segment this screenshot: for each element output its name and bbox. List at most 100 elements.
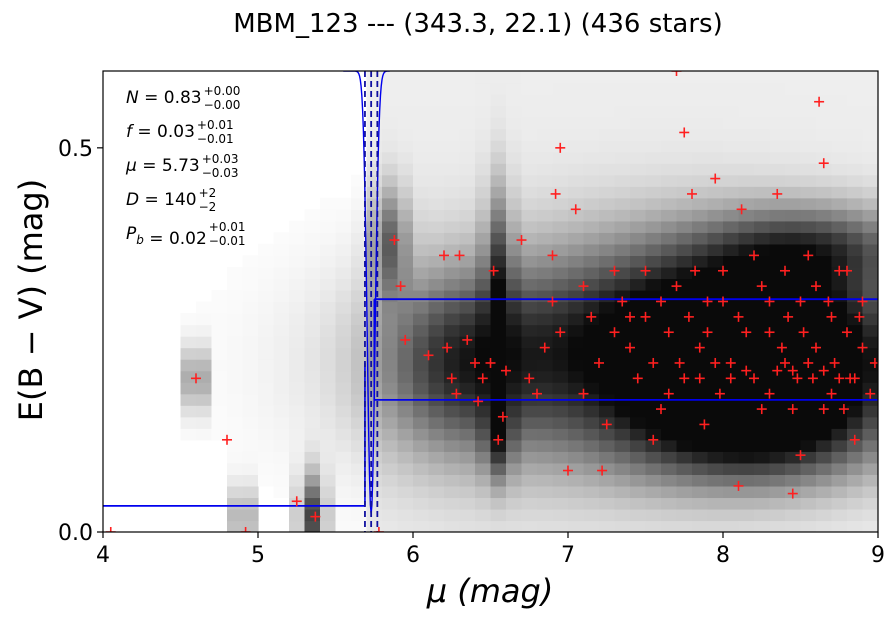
heatmap-cell: [676, 405, 693, 418]
heatmap-cell: [351, 220, 368, 233]
heatmap-cell: [552, 266, 569, 280]
heatmap-cell: [304, 370, 321, 383]
heatmap-cell: [862, 186, 878, 199]
heatmap-cell: [785, 209, 802, 222]
heatmap-cell: [506, 359, 523, 372]
heatmap-cell: [180, 359, 197, 372]
heatmap-cell: [862, 508, 878, 522]
heatmap-cell: [335, 232, 352, 245]
heatmap-cell: [769, 94, 786, 107]
heatmap-cell: [831, 382, 848, 395]
star-marker: [764, 296, 775, 307]
heatmap-cell: [382, 220, 399, 233]
heatmap-cell: [413, 359, 430, 372]
heatmap-cell: [320, 416, 337, 429]
heatmap-cell: [382, 71, 399, 84]
heatmap-cell: [335, 301, 352, 314]
heatmap-cell: [382, 117, 399, 130]
heatmap-cell: [583, 186, 600, 199]
heatmap-cell: [754, 243, 771, 257]
heatmap-cell: [816, 451, 833, 464]
heatmap-cell: [785, 255, 802, 268]
heatmap-cell: [444, 416, 461, 429]
heatmap-cell: [831, 174, 848, 187]
heatmap-cell: [614, 497, 631, 510]
heatmap-cell: [196, 393, 213, 406]
heatmap-cell: [397, 255, 414, 268]
heatmap-cell: [831, 140, 848, 153]
heatmap-cell: [444, 301, 461, 314]
heatmap-cell: [754, 209, 771, 222]
heatmap-cell: [397, 266, 414, 280]
star-marker: [741, 365, 752, 376]
heatmap-cell: [552, 128, 569, 141]
star-marker: [814, 96, 825, 107]
heatmap-cell: [273, 232, 290, 245]
heatmap-cell: [785, 336, 802, 349]
heatmap-cell: [428, 508, 445, 522]
heatmap-cell: [645, 462, 662, 475]
heatmap-cell: [738, 313, 755, 326]
star-marker: [741, 327, 752, 338]
heatmap-cell: [490, 485, 507, 499]
heatmap-cell: [506, 462, 523, 475]
heatmap-cell: [506, 209, 523, 222]
heatmap-cell: [320, 370, 337, 383]
heatmap-cell: [847, 474, 864, 487]
heatmap-cell: [847, 151, 864, 164]
heatmap-cell: [537, 174, 554, 187]
heatmap-cell: [397, 451, 414, 464]
heatmap-cell: [320, 462, 337, 475]
heatmap-cell: [180, 382, 197, 395]
heatmap-cell: [661, 186, 678, 199]
heatmap-cell: [630, 255, 647, 268]
heatmap-cell: [769, 451, 786, 464]
star-marker: [733, 480, 744, 491]
x-axis-label: μ (mag): [426, 572, 554, 610]
heatmap-cell: [289, 336, 306, 349]
heatmap-cell: [413, 266, 430, 280]
heatmap-cell: [738, 336, 755, 349]
heatmap-cell: [521, 278, 538, 291]
heatmap-cell: [537, 313, 554, 326]
heatmap-cell: [242, 336, 259, 349]
heatmap-cell: [382, 278, 399, 291]
heatmap-cell: [227, 313, 244, 326]
heatmap-cell: [785, 347, 802, 360]
heatmap-cell: [397, 232, 414, 245]
heatmap-cell: [475, 82, 492, 95]
heatmap-cell: [428, 278, 445, 291]
heatmap-cell: [413, 220, 430, 233]
heatmap-cell: [521, 128, 538, 141]
heatmap-cell: [769, 359, 786, 372]
heatmap-cell: [862, 405, 878, 418]
heatmap-cell: [552, 520, 569, 532]
heatmap-cell: [816, 301, 833, 314]
star-marker: [240, 527, 251, 532]
heatmap-cell: [475, 163, 492, 176]
heatmap-cell: [459, 151, 476, 164]
heatmap-cell: [552, 370, 569, 383]
heatmap-cell: [645, 474, 662, 487]
heatmap-cell: [537, 151, 554, 164]
star-marker: [291, 496, 302, 507]
star-marker: [442, 342, 453, 353]
heatmap-cell: [366, 243, 383, 257]
heatmap-cell: [816, 94, 833, 107]
heatmap-cell: [831, 347, 848, 360]
star-marker: [807, 373, 818, 384]
heatmap-cell: [707, 462, 724, 475]
heatmap-cell: [769, 508, 786, 522]
heatmap-cell: [459, 117, 476, 130]
heatmap-cell: [738, 497, 755, 510]
heatmap-cell: [459, 94, 476, 107]
heatmap-cell: [459, 324, 476, 337]
heatmap-cell: [227, 462, 244, 475]
star-marker: [710, 357, 721, 368]
heatmap-cell: [831, 301, 848, 314]
heatmap-cell: [444, 289, 461, 303]
heatmap-cell: [428, 370, 445, 383]
heatmap-cell: [351, 301, 368, 314]
heatmap-cell: [583, 82, 600, 95]
heatmap-cell: [444, 508, 461, 522]
